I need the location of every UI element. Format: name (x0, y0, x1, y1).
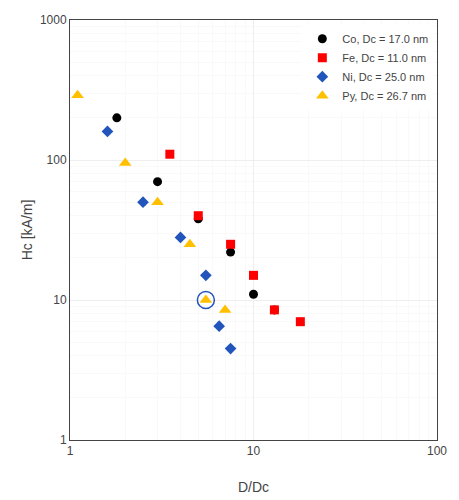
svg-text:10: 10 (247, 444, 261, 458)
svg-text:100: 100 (427, 444, 447, 458)
svg-text:100: 100 (47, 153, 67, 167)
svg-text:1: 1 (60, 433, 67, 447)
svg-text:Hc [kA/m]: Hc [kA/m] (19, 200, 35, 261)
svg-text:10: 10 (53, 293, 67, 307)
svg-text:Fe, Dc = 11.0 nm: Fe, Dc = 11.0 nm (342, 52, 426, 64)
svg-text:Py, Dc = 26.7 nm: Py, Dc = 26.7 nm (342, 90, 426, 102)
svg-text:Co, Dc = 17.0 nm: Co, Dc = 17.0 nm (342, 33, 428, 45)
svg-text:1: 1 (67, 444, 74, 458)
svg-text:D/Dc: D/Dc (238, 479, 269, 495)
svg-text:1000: 1000 (40, 13, 67, 27)
svg-text:Ni, Dc = 25.0 nm: Ni, Dc = 25.0 nm (342, 71, 424, 83)
